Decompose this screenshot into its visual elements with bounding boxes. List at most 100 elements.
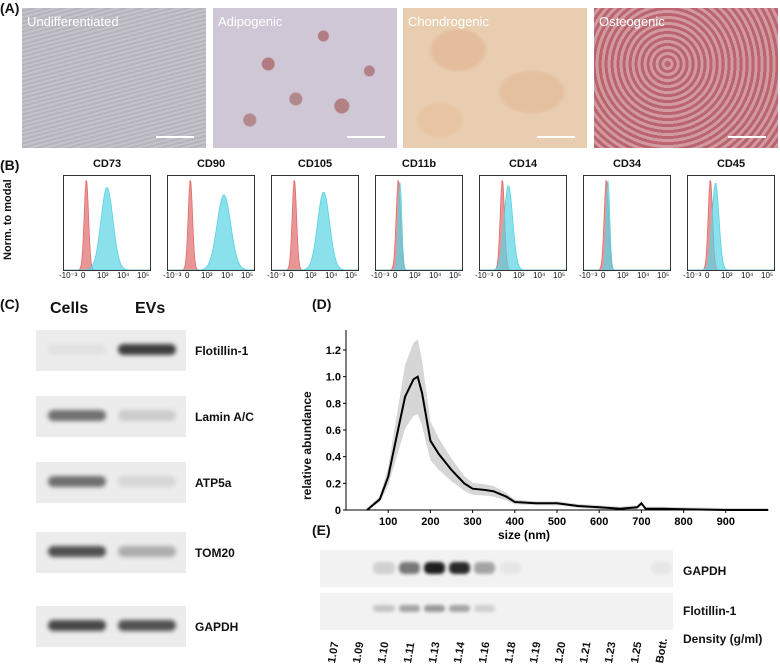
histogram-svg (168, 179, 254, 271)
blot-strip (36, 532, 186, 573)
flow-tick-label: 10⁵ (241, 271, 254, 280)
gradient-band (423, 562, 446, 574)
x-tick-label: 300 (463, 516, 481, 528)
micrograph-chondrogenic: Chondrogenic (403, 8, 587, 148)
micrograph-label: Undifferentiated (27, 14, 119, 29)
flow-tick-label: 10⁵ (449, 271, 462, 280)
histogram-frame (687, 175, 775, 271)
flow-tick-label: 10³ (409, 271, 421, 280)
histogram-svg (272, 179, 358, 271)
stained-histogram (64, 186, 150, 271)
data-point (661, 508, 664, 510)
histogram-frame (271, 175, 359, 271)
data-point (636, 506, 638, 508)
blot-row-label: Lamin A/C (195, 410, 254, 424)
flow-marker-title: CD14 (508, 158, 538, 170)
histogram-frame (375, 175, 463, 271)
flow-plot-cd73: CD73 -10⁻³ 0 10³ 10⁴ 10⁵ (59, 158, 151, 280)
x-tick-label: 200 (421, 516, 439, 528)
micrograph-label: Chondrogenic (408, 14, 489, 29)
micrograph-osteogenic: Osteogenic (594, 8, 778, 148)
x-tick-label: 100 (379, 516, 397, 528)
band-evs (118, 476, 176, 487)
control-histogram (376, 179, 462, 271)
histogram-svg (480, 179, 566, 271)
data-point (598, 506, 600, 508)
x-tick-label: 600 (590, 516, 608, 528)
flow-tick-label: 0 (81, 271, 86, 280)
density-fraction-label: 1.21 (578, 640, 594, 665)
band-cells (48, 410, 106, 421)
flow-tick-label: 10⁵ (137, 271, 150, 280)
data-point (421, 392, 423, 394)
flow-tick-label: -10⁻³ (579, 271, 598, 280)
gradient-band (449, 605, 471, 612)
panel-label-c: (C) (0, 296, 20, 312)
histogram-svg (376, 179, 462, 271)
gradient-band (449, 562, 471, 574)
data-point (535, 502, 537, 504)
histogram-frame (167, 175, 255, 271)
histogram-frame (63, 175, 151, 271)
density-fraction-label: Bott. (653, 637, 670, 665)
stained-histogram (584, 180, 670, 271)
flow-tick-label: 10⁴ (221, 271, 234, 280)
scale-bar (156, 136, 194, 138)
column-label-cells: Cells (50, 300, 89, 317)
gradient-blot-flotillin (320, 593, 673, 630)
y-tick-label: 1.0 (326, 372, 341, 384)
flow-tick-label: 10⁴ (741, 271, 754, 280)
flow-tick-label: 10⁵ (553, 271, 566, 280)
x-tick-label: 900 (717, 516, 735, 528)
blot-strip (36, 330, 186, 371)
flow-plot-cd11b: CD11b -10⁻³ 0 10³ 10⁴ 10⁵ (371, 158, 463, 280)
panel-label-b: (B) (0, 157, 20, 173)
data-point (645, 508, 647, 510)
gradient-band (499, 562, 521, 574)
flow-tick-label: -10⁻³ (371, 271, 390, 280)
data-point (493, 490, 495, 492)
flow-tick-label: 10³ (305, 271, 317, 280)
band-cells (48, 620, 106, 631)
data-point (683, 508, 685, 510)
flow-marker-title: CD90 (196, 158, 226, 170)
flow-tick-label: 0 (185, 271, 190, 280)
micrograph-undifferentiated: Undifferentiated (22, 8, 206, 148)
flow-tick-label: 10⁵ (761, 271, 774, 280)
data-point (472, 488, 474, 490)
data-point (417, 376, 419, 378)
data-point (556, 502, 558, 504)
flow-tick-label: 0 (497, 271, 502, 280)
micrograph-label: Adipogenic (218, 14, 283, 29)
flow-tick-label: -10⁻³ (59, 271, 78, 280)
data-point (619, 508, 621, 510)
band-evs (118, 620, 176, 631)
gradient-band (373, 562, 395, 574)
band-cells (48, 344, 106, 355)
flow-tick-label: 10³ (513, 271, 525, 280)
flow-tick-label: 10⁵ (345, 271, 358, 280)
flow-marker-title: CD73 (92, 158, 122, 170)
chart-axes: 100 200 300 400 500 600 700 800 900 0 0.2 0.4 0.6 0.8… (326, 330, 768, 528)
scale-bar (347, 136, 385, 138)
control-histogram (584, 179, 670, 271)
data-point (438, 453, 440, 455)
micrograph-label: Osteogenic (599, 14, 665, 29)
data-point (379, 498, 381, 500)
density-fraction-label: 1.11 (401, 641, 418, 665)
y-tick-label: 0.2 (326, 478, 341, 490)
density-fraction-label: 1.25 (628, 640, 645, 665)
data-point (396, 436, 398, 438)
flow-tick-label: -10⁻³ (475, 271, 494, 280)
density-fraction-label: 1.19 (527, 640, 544, 665)
x-tick-label: 400 (506, 516, 524, 528)
x-tick-label: 700 (632, 516, 650, 528)
panel-label-a: (A) (0, 0, 20, 16)
blot-row-label: TOM20 (195, 546, 235, 560)
gradient-band (474, 562, 496, 574)
x-tick-label: 800 (674, 516, 692, 528)
density-fraction-label: 1.16 (477, 640, 493, 665)
x-tick-label: 500 (548, 516, 566, 528)
flow-tick-label: 0 (705, 271, 710, 280)
flow-tick-label: -10⁻³ (683, 271, 702, 280)
